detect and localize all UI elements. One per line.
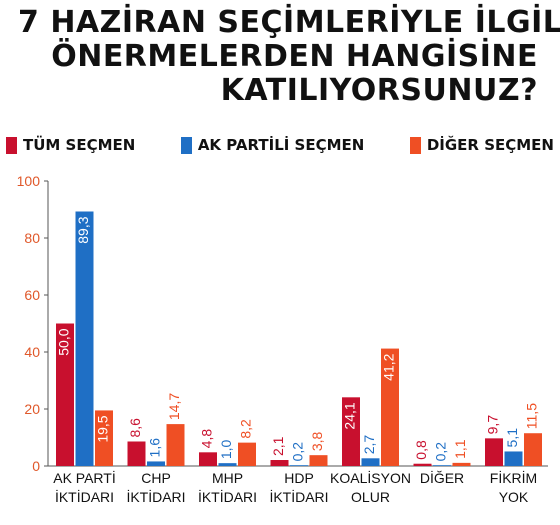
category-label: KOALİSYON [330, 469, 411, 486]
data-label: 1,6 [147, 438, 163, 458]
chart-title: 7 HAZİRAN SEÇİMLERİYLE İLGİLİ ÖNERMELERD… [18, 5, 560, 108]
data-label: 8,6 [127, 418, 143, 438]
bar [524, 433, 542, 466]
data-label: 0,2 [433, 442, 449, 462]
title-line-3: KATILIYORSUNUZ? [220, 73, 538, 108]
legend-item-tum-secmen: TÜM SEÇMEN [6, 136, 135, 154]
bar [127, 441, 146, 466]
data-label: 1,0 [218, 439, 234, 459]
legend-swatch-ak-partili-secmen [180, 136, 192, 154]
category-label: MHP [212, 470, 243, 486]
category-label: OLUR [351, 489, 390, 505]
data-label: 2,7 [361, 435, 377, 455]
bar [95, 410, 113, 466]
data-label: 19,5 [95, 415, 111, 442]
title-line-2: ÖNERMELERDEN HANGİSİNE [51, 39, 538, 74]
bar [433, 465, 451, 466]
legend-swatch-tum-secmen [6, 136, 17, 154]
bar [381, 348, 399, 466]
bar [485, 438, 503, 466]
data-label: 8,2 [238, 419, 254, 439]
y-tick-label: 0 [32, 458, 40, 474]
category-label: YOK [499, 489, 529, 505]
bar [218, 463, 237, 466]
bar [75, 211, 94, 466]
y-tick-label: 60 [24, 287, 40, 303]
data-label: 1,1 [452, 439, 468, 459]
legend-label-ak-partili-secmen: AK PARTİLİ SEÇMEN [197, 136, 365, 154]
legend-swatch-diger-secmen [409, 136, 421, 154]
category-label: AK PARTİ [53, 469, 116, 486]
bar [361, 458, 380, 466]
data-label: 0,8 [413, 440, 429, 460]
bar [309, 455, 328, 466]
legend-label-diger-secmen: DİĞER SEÇMEN [426, 136, 554, 154]
data-label: 14,7 [166, 393, 182, 420]
bar [238, 442, 256, 466]
data-label: 2,1 [270, 436, 286, 456]
legend-item-ak-partili-secmen: AK PARTİLİ SEÇMEN [180, 136, 365, 154]
bar [413, 463, 432, 466]
bar [199, 452, 217, 466]
title-line-1: 7 HAZİRAN SEÇİMLERİYLE İLGİLİ [18, 5, 560, 40]
y-tick-label: 40 [24, 344, 40, 360]
data-label: 41,2 [381, 353, 397, 380]
y-tick-label: 100 [17, 173, 41, 189]
bar [504, 451, 523, 466]
bar [452, 462, 471, 466]
category-label: FİKRİM [490, 469, 537, 486]
bar [290, 465, 308, 466]
data-label: 11,5 [524, 403, 540, 429]
category-label: İKTİDARI [269, 488, 328, 505]
category-label: İKTİDARI [55, 488, 114, 505]
legend-item-diger-secmen: DİĞER SEÇMEN [409, 136, 554, 154]
data-label: 0,2 [290, 442, 306, 462]
bar [342, 397, 360, 466]
y-tick-label: 80 [24, 230, 40, 246]
data-label: 89,3 [75, 216, 91, 243]
data-label: 5,1 [504, 428, 520, 448]
data-label: 9,7 [485, 415, 501, 435]
data-label: 4,8 [199, 429, 215, 449]
bar [270, 460, 289, 466]
bar [147, 461, 165, 466]
legend-label-tum-secmen: TÜM SEÇMEN [23, 136, 136, 154]
category-label: DİĞER [420, 469, 464, 486]
y-tick-label: 20 [24, 401, 40, 417]
bar [56, 323, 74, 466]
category-label: İKTİDARI [126, 488, 185, 505]
data-label: 50,0 [56, 328, 72, 355]
bar [166, 424, 185, 466]
category-label: CHP [141, 470, 171, 486]
category-label: İKTİDARI [198, 488, 257, 505]
legend: TÜM SEÇMEN AK PARTİLİ SEÇMEN DİĞER SEÇME… [6, 136, 554, 154]
data-label: 3,8 [309, 431, 325, 451]
category-label: HDP [284, 470, 314, 486]
data-label: 24,1 [342, 402, 358, 429]
